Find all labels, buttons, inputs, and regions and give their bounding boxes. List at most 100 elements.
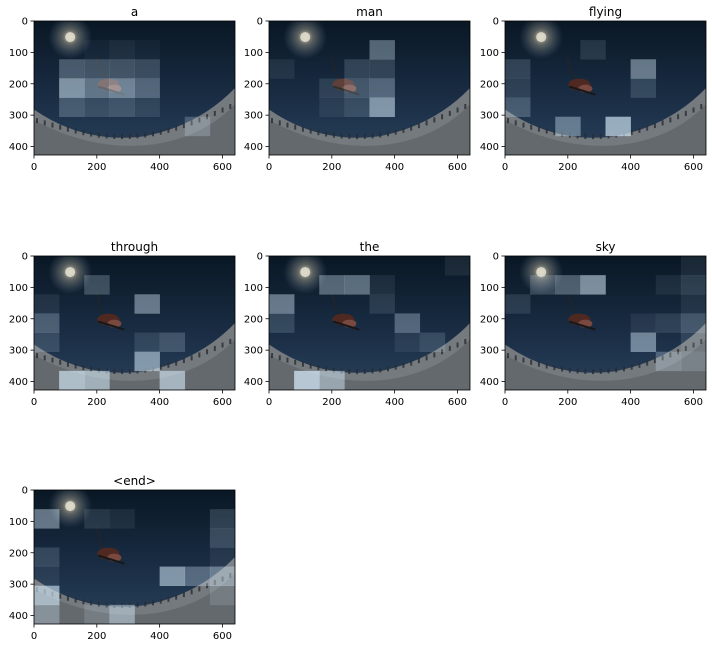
- x-tick-label: 600: [448, 397, 467, 408]
- axes-frame: [33, 255, 236, 391]
- y-tick-label: 300: [480, 111, 499, 122]
- y-tick-label: 100: [9, 48, 28, 59]
- tree: [206, 583, 209, 589]
- attention-cell: [680, 256, 706, 276]
- attention-cell: [680, 351, 706, 372]
- photo-background: [34, 21, 235, 155]
- attention-cell: [555, 116, 581, 137]
- tree: [653, 358, 656, 364]
- photo-background: [505, 21, 706, 155]
- tree: [456, 342, 459, 348]
- y-tick-label: 0: [22, 486, 28, 497]
- tree: [198, 586, 201, 592]
- photo-background: [269, 21, 470, 155]
- y-tick-label: 200: [9, 314, 28, 325]
- y-tick-label: 300: [480, 346, 499, 357]
- x-tick-label: 600: [684, 397, 703, 408]
- panel-title: sky: [596, 240, 616, 254]
- x-tick-label: 0: [31, 631, 37, 642]
- tree: [325, 366, 328, 372]
- tree: [121, 603, 124, 609]
- y-tick-label: 200: [9, 79, 28, 90]
- tree: [417, 358, 420, 364]
- tree: [348, 368, 351, 374]
- attention-cell: [84, 275, 110, 295]
- tree: [74, 363, 77, 369]
- tree: [286, 122, 289, 128]
- tree: [386, 366, 389, 372]
- ski: [333, 320, 360, 331]
- tree: [309, 363, 312, 369]
- tree: [278, 120, 281, 126]
- attention-cell: [680, 332, 706, 353]
- tree: [646, 360, 649, 366]
- y-tick-label: 400: [9, 611, 28, 622]
- tree: [348, 133, 351, 139]
- tree: [59, 124, 62, 130]
- tree: [59, 359, 62, 365]
- tree: [82, 599, 85, 605]
- tree: [43, 355, 46, 361]
- tree: [121, 134, 124, 140]
- tree-line: [34, 573, 235, 624]
- x-tick-label: 600: [213, 631, 232, 642]
- attention-cell: [209, 585, 235, 606]
- tree: [514, 355, 517, 361]
- tree: [425, 355, 428, 361]
- tree: [568, 132, 571, 138]
- tree: [66, 361, 69, 367]
- ski: [98, 320, 125, 331]
- tree: [356, 369, 359, 375]
- attention-cell: [109, 78, 135, 98]
- tree: [340, 368, 343, 374]
- attention-cell: [184, 566, 211, 587]
- panel-title: man: [356, 5, 383, 19]
- attention-cell: [269, 294, 295, 314]
- ski: [333, 85, 360, 96]
- y-tick-label: 0: [22, 252, 28, 263]
- tree: [456, 107, 459, 113]
- attention-cell: [344, 59, 370, 79]
- attention-cell: [84, 509, 110, 529]
- attention-cell: [84, 604, 110, 624]
- x-tick-label: 200: [558, 162, 577, 173]
- tree: [433, 117, 436, 123]
- attention-cell: [34, 547, 60, 567]
- attention-cell: [159, 370, 186, 390]
- tree: [592, 369, 595, 375]
- x-tick-label: 200: [87, 162, 106, 173]
- attention-cell: [34, 509, 60, 529]
- tree: [82, 365, 85, 371]
- tree: [128, 368, 131, 374]
- tree: [394, 129, 397, 135]
- tree: [661, 120, 664, 126]
- tree: [325, 131, 328, 137]
- attention-cell: [605, 116, 631, 137]
- attention-cell: [209, 509, 235, 529]
- tree: [507, 353, 510, 359]
- tree: [221, 107, 224, 113]
- tree: [301, 361, 304, 367]
- attention-cell: [34, 294, 60, 314]
- y-tick-label: 400: [9, 142, 28, 153]
- tree: [59, 593, 62, 599]
- tree: [553, 365, 556, 371]
- attention-cell: [319, 275, 345, 295]
- attention-cell: [319, 97, 345, 118]
- x-tick-label: 600: [684, 162, 703, 173]
- attention-cell: [209, 528, 235, 548]
- tree: [294, 359, 297, 365]
- tree: [576, 133, 579, 139]
- tree-line: [34, 104, 235, 155]
- attention-cell: [630, 332, 657, 353]
- tree-line: [505, 104, 706, 155]
- tree: [66, 126, 69, 132]
- tree: [464, 104, 467, 110]
- tree: [213, 345, 216, 351]
- tree: [630, 364, 633, 370]
- tree: [530, 359, 533, 365]
- photo-background: [505, 256, 706, 390]
- tree: [638, 362, 641, 368]
- tree: [379, 132, 382, 138]
- attention-cell: [680, 294, 706, 314]
